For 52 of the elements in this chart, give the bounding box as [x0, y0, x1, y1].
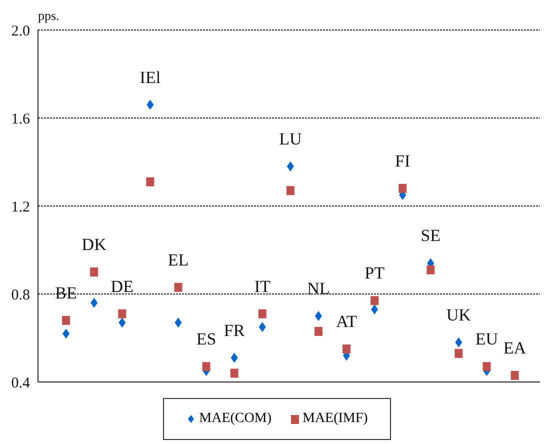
x-tick-label: EL [168, 250, 189, 270]
point [174, 282, 182, 292]
point [258, 322, 266, 332]
point [398, 184, 407, 193]
x-tick-label: ES [196, 330, 216, 349]
point [90, 268, 98, 276]
point [230, 352, 238, 363]
x-tick-label: LU [279, 129, 302, 148]
point [286, 186, 294, 196]
y-tick-label: 0.8 [11, 287, 30, 304]
x-tick-label: SE [420, 226, 441, 246]
point [286, 161, 294, 172]
x-tick-label: EA [503, 338, 527, 358]
point [454, 348, 463, 358]
x-tick-label: IEl [140, 68, 161, 87]
point [342, 344, 350, 354]
point [314, 311, 322, 321]
point [258, 309, 266, 318]
legend-label: MAE(IMF) [302, 411, 368, 427]
point [118, 318, 126, 328]
x-tick-label: NL [307, 279, 330, 298]
point [230, 368, 238, 378]
point [371, 304, 378, 314]
point [146, 177, 154, 186]
x-tick-label: FR [224, 320, 246, 340]
x-tick-label: DK [82, 235, 108, 254]
point [314, 326, 322, 336]
point [62, 316, 70, 325]
point [62, 328, 70, 339]
point [482, 362, 491, 372]
x-tick-label: DE [110, 276, 134, 296]
point [510, 370, 519, 380]
legend-label: MAE(COM) [198, 411, 272, 427]
point [426, 265, 435, 274]
x-tick-label: EU [475, 330, 498, 349]
x-tick-label: IT [254, 276, 271, 296]
point [455, 337, 462, 348]
point [370, 296, 379, 306]
point [146, 100, 154, 110]
y-tick-label: 0.4 [11, 375, 30, 392]
point [118, 309, 126, 318]
y-tick-label: 1.6 [11, 111, 30, 128]
x-tick-label: UK [446, 305, 472, 324]
x-tick-label: AT [336, 312, 358, 331]
y-tick-label: 1.2 [11, 199, 30, 216]
y-tick-label: 2.0 [11, 23, 30, 40]
point [90, 298, 98, 308]
point [174, 318, 182, 328]
x-tick-label: PT [364, 264, 386, 283]
x-tick-label: FI [395, 151, 410, 170]
point [202, 362, 210, 372]
y-axis-title: pps. [38, 8, 60, 24]
